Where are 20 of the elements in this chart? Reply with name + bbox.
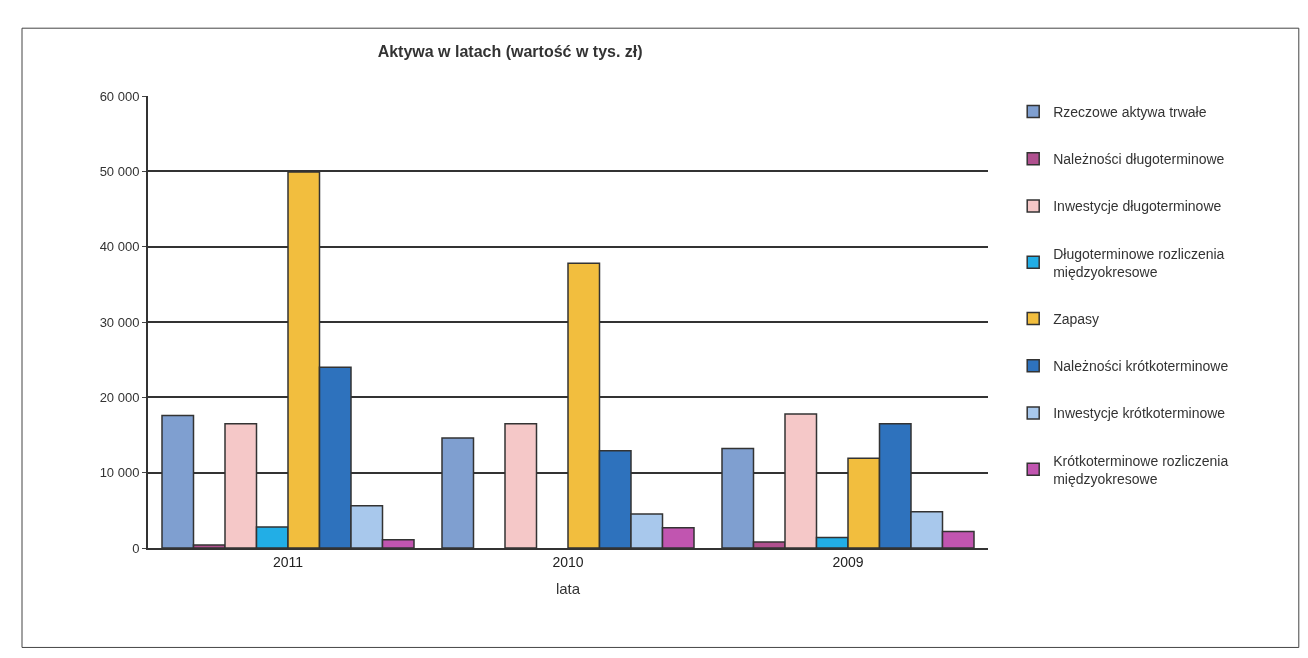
- y-tick-label: 60 000: [99, 88, 140, 104]
- legend-label: Inwestycje krótkoterminowe: [1053, 405, 1226, 422]
- x-axis-title: lata: [555, 580, 581, 598]
- legend-label: Zapasy: [1053, 311, 1100, 328]
- legend-label: Krótkoterminowe rozliczenia międzyokresowe: [1053, 452, 1229, 487]
- legend-label: Należności długoterminowe: [1053, 151, 1225, 168]
- y-tick-label: 40 000: [99, 239, 140, 255]
- legend-label: Długoterminowe rozliczenia międzyokresowe: [1053, 245, 1225, 280]
- y-tick-label: 50 000: [99, 163, 140, 179]
- y-tick-label: 10 000: [99, 465, 140, 481]
- legend-label: Należności krótkoterminowe: [1053, 358, 1229, 375]
- y-tick-label: 30 000: [99, 314, 140, 330]
- y-tick-label: 20 000: [99, 389, 140, 405]
- x-tick-label: 2009: [832, 553, 864, 570]
- legend-label: Inwestycje długoterminowe: [1053, 198, 1222, 215]
- x-tick-label: 2011: [272, 553, 304, 570]
- y-tick-label: 0: [132, 540, 140, 556]
- chart-title: Aktywa w latach (wartość w tys. zł): [377, 43, 643, 61]
- legend-label: Rzeczowe aktywa trwałe: [1053, 104, 1207, 121]
- x-tick-label: 2010: [552, 553, 584, 570]
